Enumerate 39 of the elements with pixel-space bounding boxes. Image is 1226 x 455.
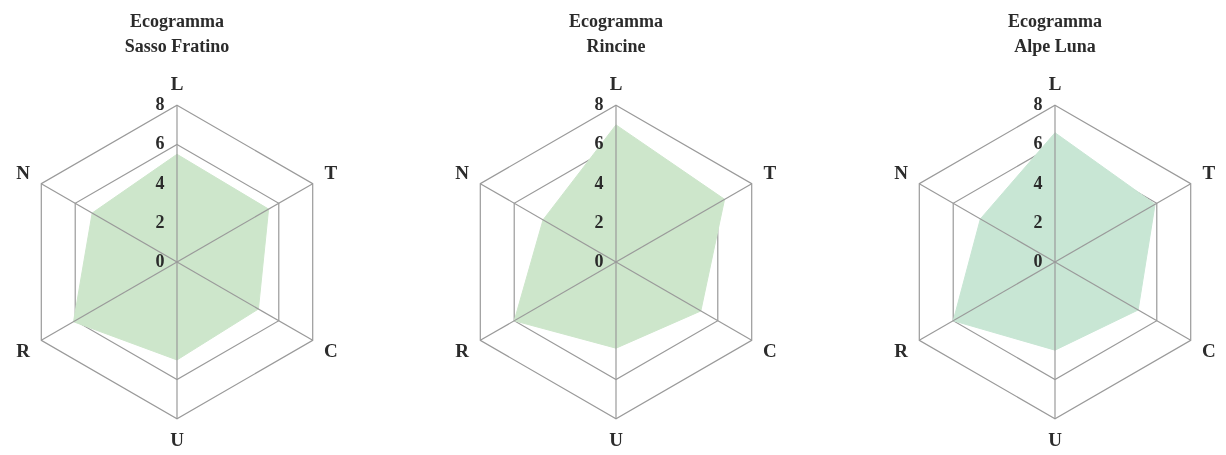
y-tick-label: 6 xyxy=(594,133,604,154)
y-tick-label: 0 xyxy=(1033,251,1043,271)
spoke-label: L xyxy=(1048,73,1062,95)
spoke-label: L xyxy=(609,73,623,95)
y-tick-label: 4 xyxy=(1033,172,1043,193)
y-tick-label: 6 xyxy=(155,133,165,154)
y-tick-label: 0 xyxy=(594,251,604,271)
spoke-label: N xyxy=(454,162,469,184)
y-tick-label: 8 xyxy=(594,94,604,115)
chart-title: Ecogramma xyxy=(568,11,663,31)
spoke-label: N xyxy=(893,162,908,184)
spoke-label: U xyxy=(1047,428,1062,450)
spoke-label: T xyxy=(763,162,777,184)
y-tick-label: 0 xyxy=(155,251,165,271)
y-tick-label: 8 xyxy=(155,94,165,115)
spoke-label: C xyxy=(1201,339,1216,361)
y-tick-label: 2 xyxy=(155,211,165,232)
spoke-label: R xyxy=(454,339,469,361)
chart-subtitle: Alpe Luna xyxy=(1013,36,1096,56)
y-tick-label: 2 xyxy=(1033,211,1043,232)
spoke-label: U xyxy=(608,428,623,450)
spoke-label: U xyxy=(169,428,184,450)
spoke-label: C xyxy=(762,339,777,361)
y-tick-label: 4 xyxy=(155,172,165,193)
spoke-label: T xyxy=(324,162,338,184)
spoke-label: C xyxy=(323,339,338,361)
y-tick-label: 8 xyxy=(1033,94,1043,115)
chart-subtitle: Rincine xyxy=(586,36,646,56)
y-tick-label: 4 xyxy=(594,172,604,193)
y-tick-label: 2 xyxy=(594,211,604,232)
spoke-label: N xyxy=(15,162,30,184)
chart-title: Ecogramma xyxy=(129,11,224,31)
y-tick-label: 6 xyxy=(1033,133,1043,154)
spoke-label: T xyxy=(1202,162,1216,184)
spoke-label: L xyxy=(170,73,184,95)
spoke-label: R xyxy=(893,339,908,361)
spoke-label: R xyxy=(15,339,30,361)
chart-subtitle: Sasso Fratino xyxy=(124,36,229,56)
chart-title: Ecogramma xyxy=(1007,11,1102,31)
